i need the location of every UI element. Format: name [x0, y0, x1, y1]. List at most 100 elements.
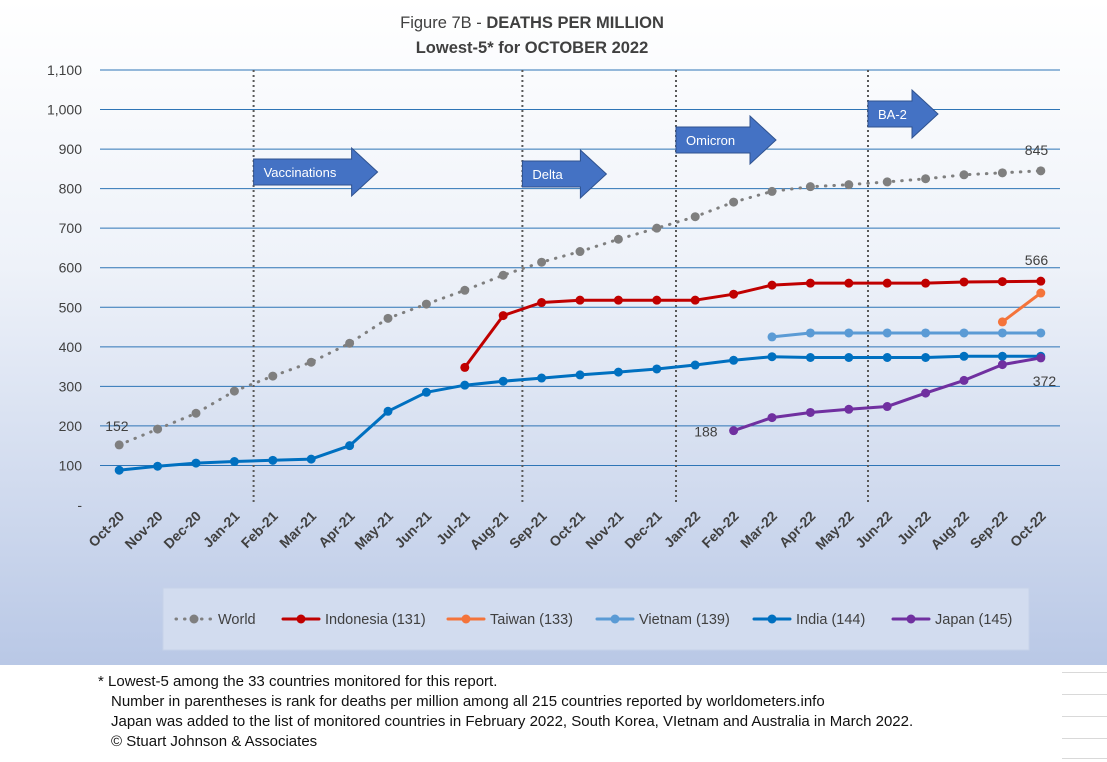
- data-point: [268, 455, 278, 465]
- data-point: [114, 465, 124, 475]
- event-arrow-shape: [675, 114, 777, 166]
- x-tick-label: Jan-22: [661, 508, 704, 551]
- series-line: [770, 331, 1043, 339]
- x-tick-label: Sep-22: [967, 508, 1011, 552]
- footnote-copyright: © Stuart Johnson & Associates: [111, 733, 318, 750]
- x-tick-label: Sep-21: [506, 508, 550, 552]
- event-arrow-label: Vaccinations: [264, 165, 337, 180]
- x-axis-tick-labels: Oct-20Nov-20Dec-20Jan-21Feb-21Mar-21Apr-…: [85, 508, 1049, 553]
- data-point: [921, 278, 931, 288]
- event-arrow-label: Delta: [532, 167, 563, 182]
- footnote-monitoring-dates: Japan was added to the list of monitored…: [111, 713, 914, 730]
- x-tick-label: Dec-20: [160, 508, 204, 552]
- x-tick-label: Apr-22: [776, 508, 819, 551]
- legend-entry-label: Indonesia (131): [325, 612, 426, 628]
- data-point: [537, 257, 547, 267]
- data-point: [882, 278, 892, 288]
- data-labels: 152 845 566 372 188: [105, 142, 1056, 440]
- data-point: [882, 402, 892, 412]
- data-point: [997, 351, 1007, 361]
- data-point: [959, 170, 969, 180]
- legend-entry-label: India (144): [796, 612, 865, 628]
- data-point: [767, 280, 777, 290]
- series-line: [117, 169, 1043, 447]
- data-point: [153, 424, 163, 434]
- data-point: [1036, 288, 1046, 298]
- data-point: [153, 461, 163, 471]
- data-label: 845: [1025, 142, 1049, 158]
- data-point: [613, 367, 623, 377]
- data-point: [767, 332, 777, 342]
- data-point: [229, 386, 239, 396]
- x-tick-label: Apr-21: [315, 508, 358, 551]
- y-tick-label: 400: [59, 339, 83, 355]
- data-point: [114, 440, 124, 450]
- data-point: [191, 458, 201, 468]
- data-point: [882, 177, 892, 187]
- data-point: [690, 295, 700, 305]
- x-tick-label: Nov-21: [582, 508, 626, 552]
- legend-swatch-marker: [461, 614, 471, 624]
- legend: World Indonesia (131) Taiwan (133) Vietnam …: [162, 587, 1030, 651]
- data-point: [844, 404, 854, 414]
- chart-title-prefix: Figure 7B -: [400, 14, 486, 32]
- x-tick-label: Oct-22: [1007, 508, 1049, 550]
- data-point: [844, 278, 854, 288]
- data-label: 372: [1033, 373, 1057, 389]
- y-tick-label: 900: [59, 141, 83, 157]
- data-point: [805, 352, 815, 362]
- x-tick-label: Oct-21: [546, 508, 588, 550]
- data-label: 188: [694, 424, 718, 440]
- event-arrow-shape: [521, 148, 608, 200]
- data-point: [652, 223, 662, 233]
- data-point: [997, 317, 1007, 327]
- data-point: [997, 360, 1007, 370]
- data-point: [498, 376, 508, 386]
- data-point: [690, 360, 700, 370]
- legend-entry-label: World: [218, 612, 256, 628]
- data-point: [383, 406, 393, 416]
- y-tick-label: 100: [59, 457, 83, 473]
- chart-title-group: Figure 7B - DEATHS PER MILLION Lowest-5*…: [400, 14, 664, 57]
- data-point: [306, 454, 316, 464]
- data-point: [882, 352, 892, 362]
- divider: [1062, 716, 1107, 717]
- data-point: [191, 408, 201, 418]
- x-tick-label: Jun-22: [852, 508, 895, 551]
- data-point: [613, 234, 623, 244]
- data-point: [844, 180, 854, 190]
- data-point: [959, 277, 969, 287]
- y-tick-label: -: [77, 497, 82, 513]
- event-arrow-label: Omicron: [686, 133, 735, 148]
- data-point: [729, 197, 739, 207]
- x-tick-label: Jan-21: [200, 508, 243, 551]
- event-arrows: Vaccinations Delta Omicron BA-2: [253, 88, 939, 200]
- x-tick-label: Feb-21: [238, 508, 281, 551]
- data-point: [921, 328, 931, 338]
- data-point: [805, 328, 815, 338]
- legend-entry-label: Vietnam (139): [639, 612, 730, 628]
- data-point: [652, 295, 662, 305]
- data-point: [959, 375, 969, 385]
- y-tick-label: 500: [59, 299, 83, 315]
- data-point: [575, 295, 585, 305]
- footnotes: * Lowest-5 among the 33 countries monito…: [98, 672, 1018, 752]
- data-point: [767, 352, 777, 362]
- y-axis-tick-labels: - 100 200 300 400 500 600 700 800 900 1,000 1,100: [47, 62, 82, 513]
- data-point: [498, 311, 508, 321]
- data-point: [345, 441, 355, 451]
- legend-entry-label: Japan (145): [935, 612, 1012, 628]
- data-point: [844, 352, 854, 362]
- chart-subtitle: Lowest-5* for OCTOBER 2022: [416, 39, 649, 57]
- legend-swatch-marker: [189, 614, 199, 624]
- data-point: [421, 387, 431, 397]
- data-point: [229, 457, 239, 466]
- data-point: [997, 328, 1007, 338]
- data-point: [997, 277, 1007, 287]
- data-point: [652, 364, 662, 374]
- data-label: 566: [1025, 252, 1049, 268]
- data-point: [767, 413, 777, 423]
- divider: [1062, 738, 1107, 739]
- data-point: [306, 357, 316, 367]
- data-point: [844, 328, 854, 338]
